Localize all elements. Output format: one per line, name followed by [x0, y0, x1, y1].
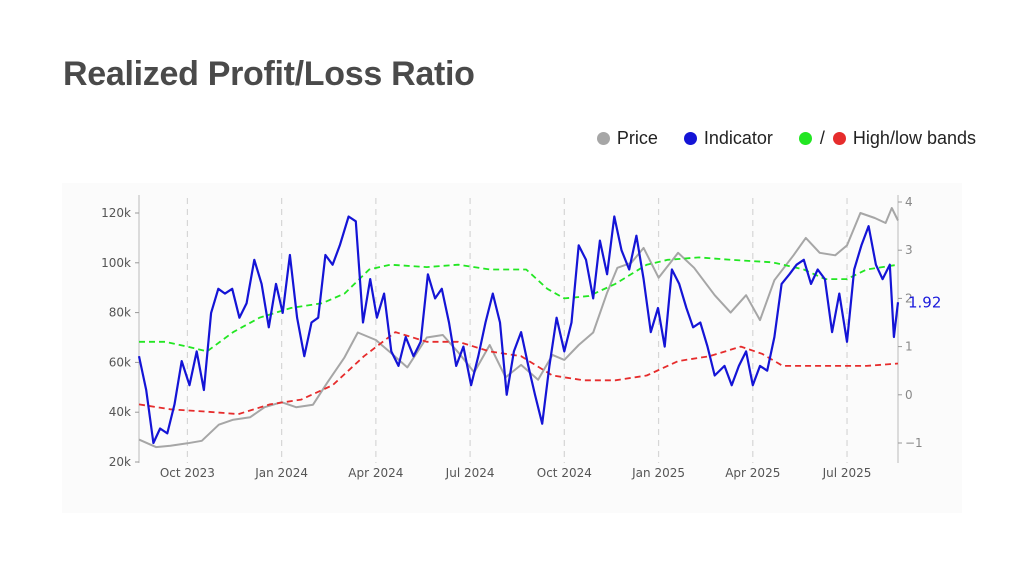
x-tick-label: Jan 2024 — [254, 466, 308, 480]
high-band-swatch-icon — [798, 132, 812, 145]
indicator-end-value-label: 1.92 — [908, 293, 941, 311]
legend-separator: / — [819, 128, 825, 148]
indicator-swatch-icon — [683, 132, 697, 145]
legend-label-indicator: Indicator — [703, 128, 773, 148]
y-left-tick-label: 20k — [109, 455, 131, 469]
x-tick-label: Jan 2025 — [631, 466, 685, 480]
y-left-tick-label: 120k — [101, 206, 131, 220]
y-right-tick-label: −1 — [905, 436, 923, 450]
y-left-tick-label: 40k — [109, 405, 131, 419]
legend-label-bands: High/low bands — [852, 128, 976, 148]
chart-panel: Oct 2023 Jan 2024 Apr 2024 Jul 2024 Oct 2024… — [62, 183, 962, 513]
legend-item-bands[interactable]: / High/low bands — [798, 128, 976, 149]
chart-title: Realized Profit/Loss Ratio — [63, 55, 475, 93]
legend-item-price[interactable]: Price — [596, 128, 658, 149]
price-swatch-icon — [596, 132, 610, 145]
x-tick-label: Apr 2024 — [348, 466, 403, 480]
chart-svg: Oct 2023 Jan 2024 Apr 2024 Jul 2024 Oct 2024… — [101, 195, 941, 480]
low-band-swatch-icon — [832, 132, 846, 145]
y-right-tick-label: 4 — [905, 195, 913, 209]
x-tick-label: Apr 2025 — [725, 466, 780, 480]
price-line — [138, 207, 899, 449]
high-band-line — [139, 256, 899, 353]
x-tick-label: Jul 2025 — [822, 466, 872, 480]
y-left-tick-label: 100k — [101, 256, 131, 270]
indicator-line — [137, 215, 900, 445]
x-tick-label: Jul 2024 — [445, 466, 495, 480]
y-right-tick-label: 2 — [905, 291, 913, 305]
x-tick-label: Oct 2023 — [160, 466, 215, 480]
y-right-tick-label: 3 — [905, 243, 913, 257]
y-left-tick-label: 80k — [109, 306, 131, 320]
legend: Price Indicator / High/low bands — [596, 128, 976, 149]
y-left-tick-label: 60k — [109, 355, 131, 369]
low-band-line — [138, 331, 899, 415]
legend-label-price: Price — [616, 128, 658, 148]
y-right-tick-label: 0 — [905, 388, 913, 402]
y-right-tick-label: 1 — [905, 340, 913, 354]
legend-item-indicator[interactable]: Indicator — [683, 128, 773, 149]
x-tick-label: Oct 2024 — [537, 466, 592, 480]
